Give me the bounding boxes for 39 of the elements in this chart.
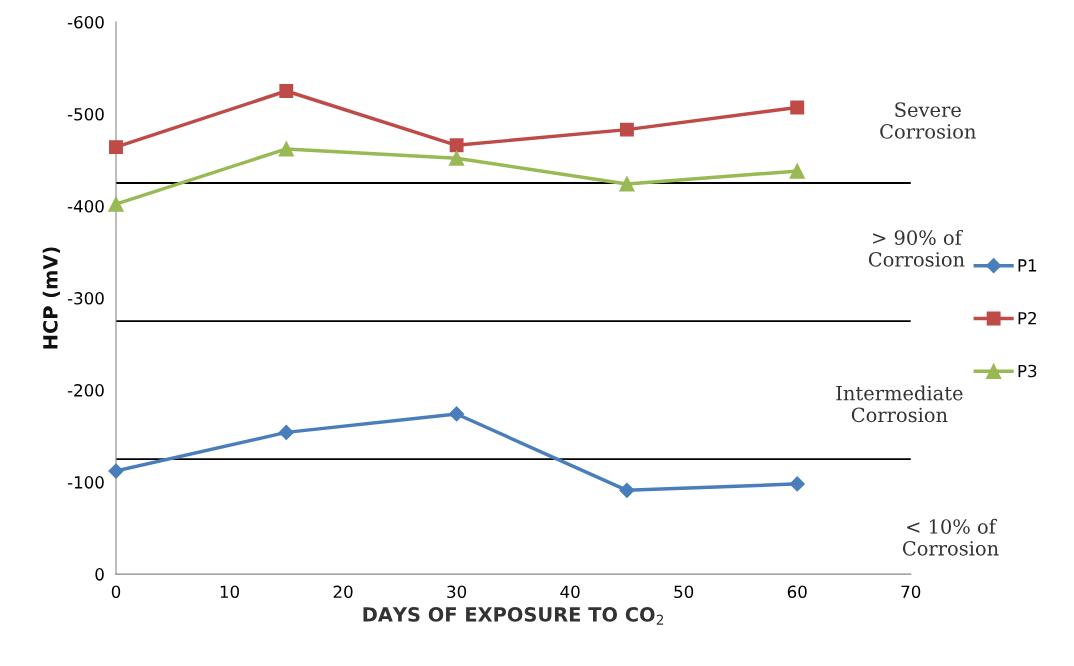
x-tick-label: 20 bbox=[333, 585, 353, 599]
y-axis-title: HCP (mV) bbox=[42, 247, 61, 349]
point bbox=[619, 482, 635, 498]
annotation: Severe Corrosion bbox=[880, 102, 976, 139]
x-tick-label: 50 bbox=[674, 585, 694, 599]
y-tick-label: -200 bbox=[67, 384, 104, 397]
annotation: Intermediate Corrosion bbox=[836, 385, 963, 423]
point bbox=[789, 163, 805, 179]
x-tick-label: 40 bbox=[560, 585, 580, 599]
point bbox=[108, 463, 124, 479]
x-tick-label: 60 bbox=[787, 585, 807, 599]
x-tick-label: 10 bbox=[220, 585, 240, 599]
point bbox=[449, 138, 464, 153]
legend-label: P1 bbox=[1018, 259, 1037, 272]
point bbox=[278, 141, 294, 157]
y-tick-label: -600 bbox=[67, 15, 104, 29]
x-tick-label: 70 bbox=[901, 585, 921, 599]
point bbox=[449, 406, 465, 422]
x-tick-label: 30 bbox=[447, 585, 467, 599]
x-tick-label: 0 bbox=[111, 585, 121, 599]
y-tick-label: -300 bbox=[67, 292, 104, 305]
x-axis-title: DAYS OF EXPOSURE TO CO$_{2}$ bbox=[363, 607, 664, 625]
point bbox=[619, 176, 635, 192]
point bbox=[109, 140, 123, 155]
point bbox=[279, 84, 294, 98]
point bbox=[790, 100, 805, 115]
y-tick-label: -400 bbox=[67, 199, 104, 213]
point bbox=[789, 476, 805, 492]
point bbox=[278, 424, 294, 440]
point bbox=[619, 122, 634, 137]
legend-label: P3 bbox=[1018, 364, 1037, 378]
y-tick-label: -100 bbox=[67, 476, 104, 489]
y-tick-label: -500 bbox=[67, 107, 104, 121]
y-tick-label: 0 bbox=[95, 568, 104, 581]
point bbox=[108, 196, 124, 212]
annotation: > 90% of Corrosion bbox=[868, 229, 965, 267]
point bbox=[448, 150, 465, 166]
legend-label: P2 bbox=[1018, 311, 1036, 325]
annotation: < 10% of Corrosion bbox=[902, 518, 999, 556]
